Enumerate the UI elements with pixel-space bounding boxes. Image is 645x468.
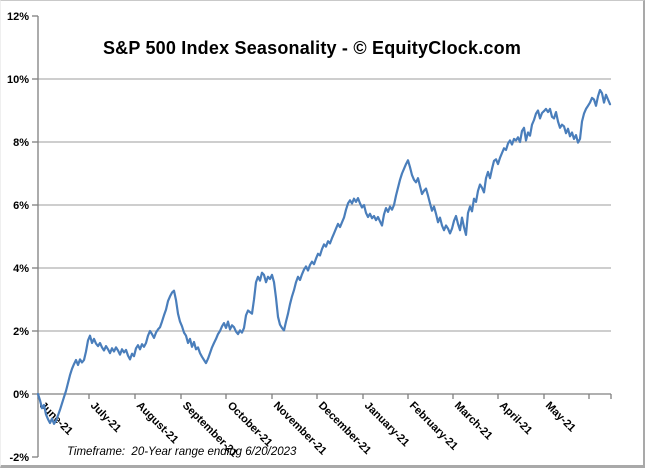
x-tick-label: March-21	[452, 400, 495, 443]
y-tick-label: 12%	[7, 11, 29, 23]
y-tick-label: 8%	[13, 137, 29, 149]
x-tick-label: May-21	[543, 400, 578, 435]
y-tick-label: 4%	[13, 263, 29, 275]
y-tick-label: 0%	[13, 389, 29, 401]
x-tick-label: July-21	[88, 400, 123, 435]
x-tick-label: August-21	[134, 400, 181, 447]
y-tick-label: 6%	[13, 200, 29, 212]
timeframe-note: Timeframe: 20-Year range ending 6/20/202…	[67, 446, 297, 458]
seasonality-series-line	[36, 88, 612, 425]
x-tick-label: October-21	[225, 400, 275, 450]
y-tick-label: 2%	[13, 326, 29, 338]
x-tick-label: January-21	[362, 400, 412, 450]
y-tick-label: -2%	[9, 452, 29, 464]
chart-title: S&P 500 Index Seasonality - © EquityCloc…	[102, 38, 522, 58]
y-tick-label: 10%	[7, 74, 29, 86]
x-tick-label: April-21	[497, 400, 534, 437]
